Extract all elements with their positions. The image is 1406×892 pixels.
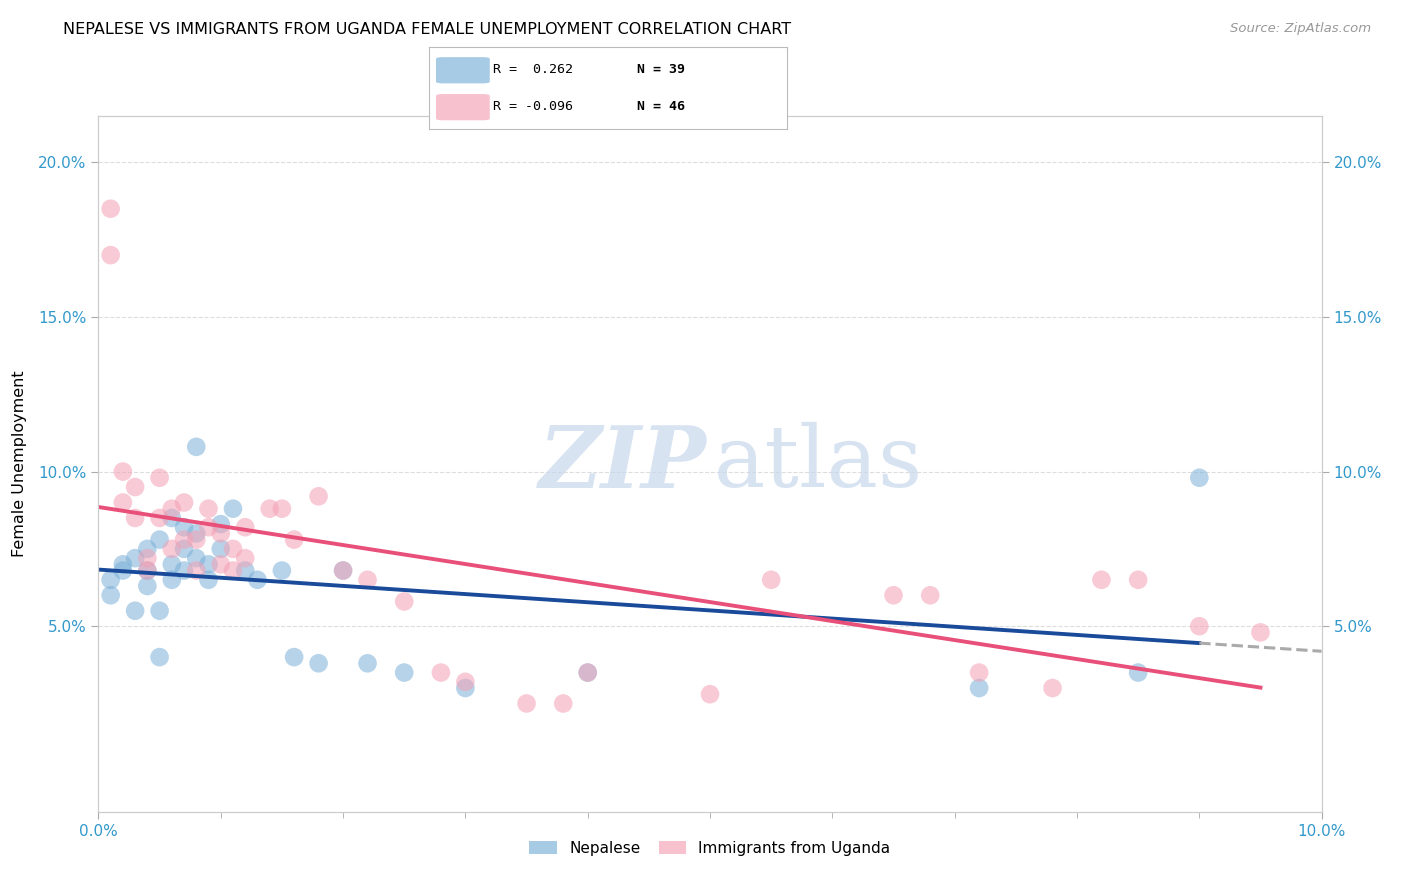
Point	[283, 533, 305, 547]
Point	[454, 674, 477, 689]
Point	[149, 604, 172, 618]
Point	[111, 564, 134, 578]
Point	[332, 564, 354, 578]
Point	[149, 471, 172, 485]
Legend: Nepalese, Immigrants from Uganda: Nepalese, Immigrants from Uganda	[522, 833, 898, 863]
Point	[308, 657, 330, 671]
Point	[197, 520, 219, 534]
Point	[1188, 619, 1211, 633]
Point	[332, 564, 354, 578]
Point	[149, 511, 172, 525]
Point	[160, 511, 183, 525]
Point	[160, 541, 183, 556]
Point	[173, 520, 195, 534]
Point	[270, 564, 292, 578]
Point	[197, 558, 219, 572]
Point	[1128, 665, 1150, 680]
Point	[100, 202, 122, 216]
Point	[173, 564, 195, 578]
Text: NEPALESE VS IMMIGRANTS FROM UGANDA FEMALE UNEMPLOYMENT CORRELATION CHART: NEPALESE VS IMMIGRANTS FROM UGANDA FEMAL…	[63, 22, 792, 37]
Y-axis label: Female Unemployment: Female Unemployment	[13, 370, 27, 558]
Text: N = 39: N = 39	[637, 63, 685, 77]
Point	[576, 665, 599, 680]
Point	[149, 533, 172, 547]
Point	[136, 579, 159, 593]
Point	[111, 465, 134, 479]
Point	[111, 495, 134, 509]
Point	[186, 564, 208, 578]
Point	[883, 588, 905, 602]
Point	[124, 480, 146, 494]
Point	[173, 495, 195, 509]
Point	[967, 665, 990, 680]
Point	[160, 573, 183, 587]
Point	[233, 520, 256, 534]
Point	[392, 594, 416, 608]
Point	[1042, 681, 1064, 695]
Point	[1188, 471, 1211, 485]
Point	[186, 551, 208, 566]
Text: R = -0.096: R = -0.096	[494, 100, 574, 113]
Point	[124, 511, 146, 525]
Point	[516, 697, 538, 711]
Point	[920, 588, 942, 602]
Point	[186, 533, 208, 547]
Point	[222, 564, 245, 578]
Point	[259, 501, 281, 516]
Point	[209, 517, 232, 532]
Point	[100, 573, 122, 587]
Point	[283, 650, 305, 665]
Point	[136, 564, 159, 578]
Point	[233, 551, 256, 566]
Point	[136, 564, 159, 578]
Point	[759, 573, 782, 587]
Point	[197, 573, 219, 587]
Point	[222, 541, 245, 556]
Point	[356, 573, 378, 587]
Point	[967, 681, 990, 695]
Point	[553, 697, 575, 711]
Point	[100, 248, 122, 262]
Text: atlas: atlas	[714, 422, 922, 506]
Point	[160, 501, 183, 516]
Point	[576, 665, 599, 680]
Point	[209, 541, 232, 556]
Point	[699, 687, 721, 701]
Point	[246, 573, 269, 587]
Point	[111, 558, 134, 572]
Point	[1128, 573, 1150, 587]
Point	[454, 681, 477, 695]
Text: R =  0.262: R = 0.262	[494, 63, 574, 77]
Text: Source: ZipAtlas.com: Source: ZipAtlas.com	[1230, 22, 1371, 36]
Point	[100, 588, 122, 602]
Point	[1249, 625, 1271, 640]
Point	[173, 533, 195, 547]
Point	[124, 604, 146, 618]
Text: N = 46: N = 46	[637, 100, 685, 113]
Point	[209, 558, 232, 572]
FancyBboxPatch shape	[436, 57, 489, 83]
Point	[356, 657, 378, 671]
Point	[1090, 573, 1112, 587]
Point	[186, 440, 208, 454]
Point	[308, 489, 330, 503]
Point	[209, 526, 232, 541]
Text: ZIP: ZIP	[538, 422, 706, 506]
Point	[173, 541, 195, 556]
Point	[149, 650, 172, 665]
Point	[233, 564, 256, 578]
FancyBboxPatch shape	[436, 94, 489, 120]
Point	[270, 501, 292, 516]
Point	[160, 558, 183, 572]
Point	[136, 541, 159, 556]
Point	[197, 501, 219, 516]
Point	[430, 665, 453, 680]
Point	[392, 665, 416, 680]
Point	[186, 526, 208, 541]
Point	[222, 501, 245, 516]
Point	[136, 551, 159, 566]
Point	[124, 551, 146, 566]
